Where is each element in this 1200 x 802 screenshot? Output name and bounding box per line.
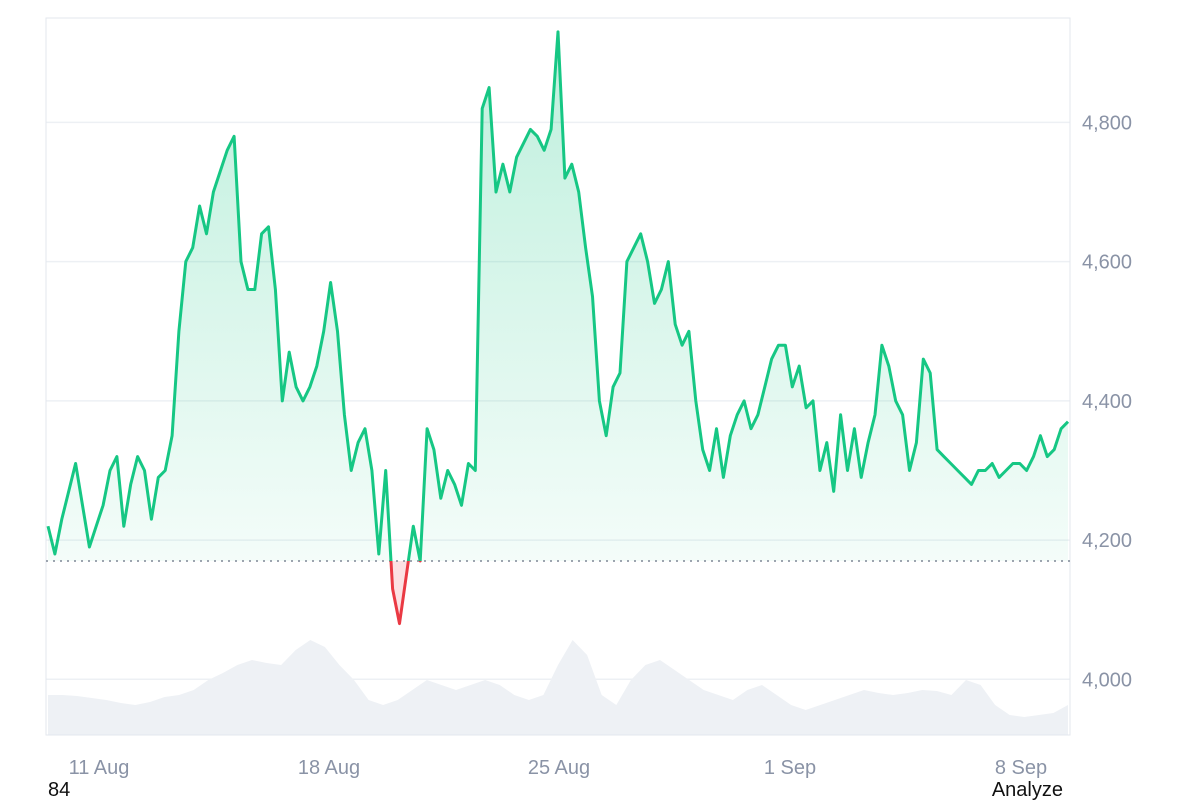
y-tick-label: 4,000 (1082, 669, 1132, 691)
y-axis-labels: 4,000 4,200 4,400 4,600 4,800 (1082, 112, 1132, 691)
x-tick-label: 11 Aug (69, 757, 130, 779)
x-tick-label: 18 Aug (298, 757, 360, 779)
price-area (48, 31, 1068, 624)
volume-area (48, 640, 1068, 735)
x-tick-label: 1 Sep (764, 757, 816, 779)
y-tick-label: 4,800 (1082, 112, 1132, 134)
volume-shape (48, 640, 1068, 735)
x-tick-label: 8 Sep (995, 757, 1047, 779)
x-axis-labels: 11 Aug 18 Aug 25 Aug 1 Sep 8 Sep (69, 757, 1048, 779)
y-tick-label: 4,600 (1082, 252, 1132, 274)
footer-left-label: 84 (48, 779, 71, 801)
y-tick-label: 4,200 (1082, 530, 1132, 552)
price-line (46, 30, 1070, 626)
price-line-up (46, 30, 1070, 561)
plot-frame (45, 17, 1071, 736)
price-fill-above (48, 31, 1068, 561)
x-tick-label: 25 Aug (528, 757, 590, 779)
analyze-link[interactable]: Analyze (991, 779, 1063, 801)
y-tick-label: 4,400 (1082, 391, 1132, 413)
